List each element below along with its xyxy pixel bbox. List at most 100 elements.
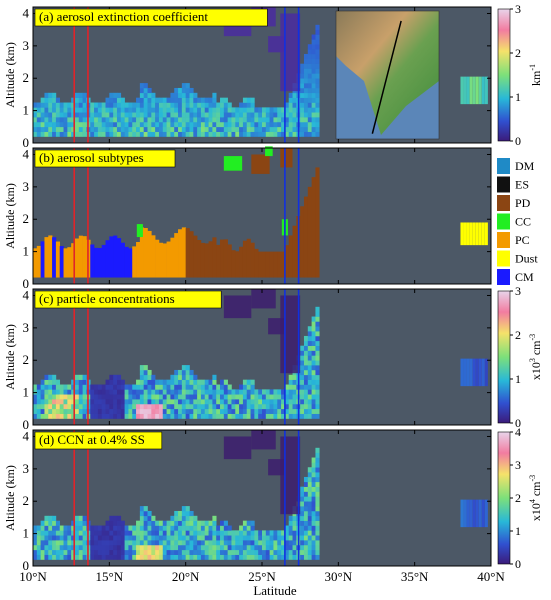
data-cell bbox=[71, 549, 76, 555]
data-cell bbox=[300, 520, 305, 526]
data-cell bbox=[181, 379, 186, 385]
data-cell bbox=[90, 389, 95, 395]
data-cell bbox=[139, 83, 144, 89]
data-cell bbox=[262, 399, 267, 405]
colorbar-label-main: x10 bbox=[529, 362, 543, 380]
data-cell bbox=[181, 525, 186, 531]
data-cell bbox=[48, 389, 53, 395]
data-cell bbox=[484, 358, 488, 387]
data-cell bbox=[223, 384, 228, 390]
data-cell bbox=[311, 78, 316, 84]
data-cell bbox=[315, 121, 320, 128]
data-cell bbox=[307, 408, 312, 414]
data-cell bbox=[90, 384, 95, 390]
data-cell bbox=[300, 525, 305, 531]
data-cell bbox=[277, 131, 282, 137]
data-cell bbox=[227, 102, 232, 108]
data-cell bbox=[235, 117, 240, 123]
data-cell bbox=[311, 321, 316, 327]
data-cell bbox=[174, 92, 179, 98]
y-tick-label: 1 bbox=[23, 385, 30, 400]
subtype-column bbox=[174, 233, 179, 278]
data-cell bbox=[116, 520, 122, 526]
data-cell bbox=[170, 515, 175, 521]
data-cell bbox=[97, 540, 102, 546]
data-cell bbox=[200, 549, 206, 555]
data-cell bbox=[239, 540, 244, 546]
data-cell bbox=[82, 131, 87, 137]
subtype-column bbox=[147, 230, 152, 278]
data-cell bbox=[143, 365, 148, 371]
data-cell bbox=[174, 544, 179, 551]
data-cell bbox=[162, 384, 167, 390]
data-cell bbox=[262, 544, 267, 551]
data-cell bbox=[124, 408, 129, 414]
data-cell bbox=[242, 121, 248, 128]
legend-swatch bbox=[497, 213, 510, 230]
data-cell bbox=[116, 131, 122, 137]
data-cell bbox=[48, 549, 53, 555]
data-cell bbox=[315, 540, 320, 546]
data-cell bbox=[158, 117, 164, 123]
data-cell bbox=[44, 121, 49, 128]
data-cell bbox=[101, 399, 106, 405]
data-cell bbox=[200, 540, 206, 546]
data-cell bbox=[315, 506, 320, 512]
data-cell bbox=[174, 535, 179, 541]
data-cell bbox=[193, 403, 198, 410]
data-cell bbox=[303, 117, 309, 123]
y-tick-label: 3 bbox=[23, 38, 30, 53]
data-cell bbox=[303, 345, 309, 351]
data-cell bbox=[44, 525, 49, 531]
data-cell bbox=[166, 107, 171, 113]
data-cell bbox=[242, 107, 248, 113]
data-cell bbox=[120, 525, 125, 531]
data-cell bbox=[181, 92, 186, 98]
data-cell bbox=[82, 97, 87, 103]
data-cell bbox=[189, 408, 194, 414]
data-cell bbox=[315, 83, 320, 89]
data-cell bbox=[82, 535, 87, 541]
data-cell bbox=[231, 408, 236, 414]
data-cell bbox=[155, 131, 160, 137]
data-cell bbox=[97, 112, 102, 118]
data-cell bbox=[277, 403, 282, 410]
data-cell bbox=[116, 549, 122, 555]
data-cell bbox=[288, 92, 293, 98]
data-cell bbox=[307, 476, 312, 483]
data-cell bbox=[40, 530, 45, 536]
data-cell bbox=[63, 126, 68, 132]
data-cell bbox=[52, 379, 57, 385]
data-cell bbox=[189, 107, 194, 113]
subtype-column bbox=[239, 246, 244, 278]
data-cell bbox=[258, 121, 263, 128]
data-cell bbox=[292, 97, 297, 103]
data-cell bbox=[189, 403, 194, 410]
data-cell bbox=[59, 554, 64, 560]
y-tick-label: 0 bbox=[23, 417, 30, 432]
data-cell bbox=[67, 413, 72, 419]
data-cell bbox=[139, 112, 144, 118]
data-cell bbox=[239, 413, 244, 419]
data-cell bbox=[101, 389, 106, 395]
data-cell bbox=[44, 117, 49, 123]
data-cell bbox=[204, 131, 209, 137]
data-cell bbox=[67, 117, 72, 123]
data-cell bbox=[311, 63, 316, 69]
data-cell bbox=[185, 413, 190, 419]
data-cell bbox=[158, 389, 164, 395]
data-cell bbox=[307, 131, 312, 137]
data-cell bbox=[478, 358, 482, 387]
data-cell bbox=[116, 374, 122, 380]
data-cell bbox=[82, 112, 87, 118]
data-cell bbox=[300, 535, 305, 541]
data-cell bbox=[181, 408, 186, 414]
data-cell bbox=[139, 102, 144, 108]
data-cell bbox=[155, 540, 160, 546]
data-cell bbox=[52, 394, 57, 400]
data-cell bbox=[44, 97, 49, 103]
data-cell bbox=[48, 131, 53, 137]
data-cell bbox=[147, 384, 152, 390]
data-cell bbox=[208, 413, 213, 419]
data-cell bbox=[185, 540, 190, 546]
